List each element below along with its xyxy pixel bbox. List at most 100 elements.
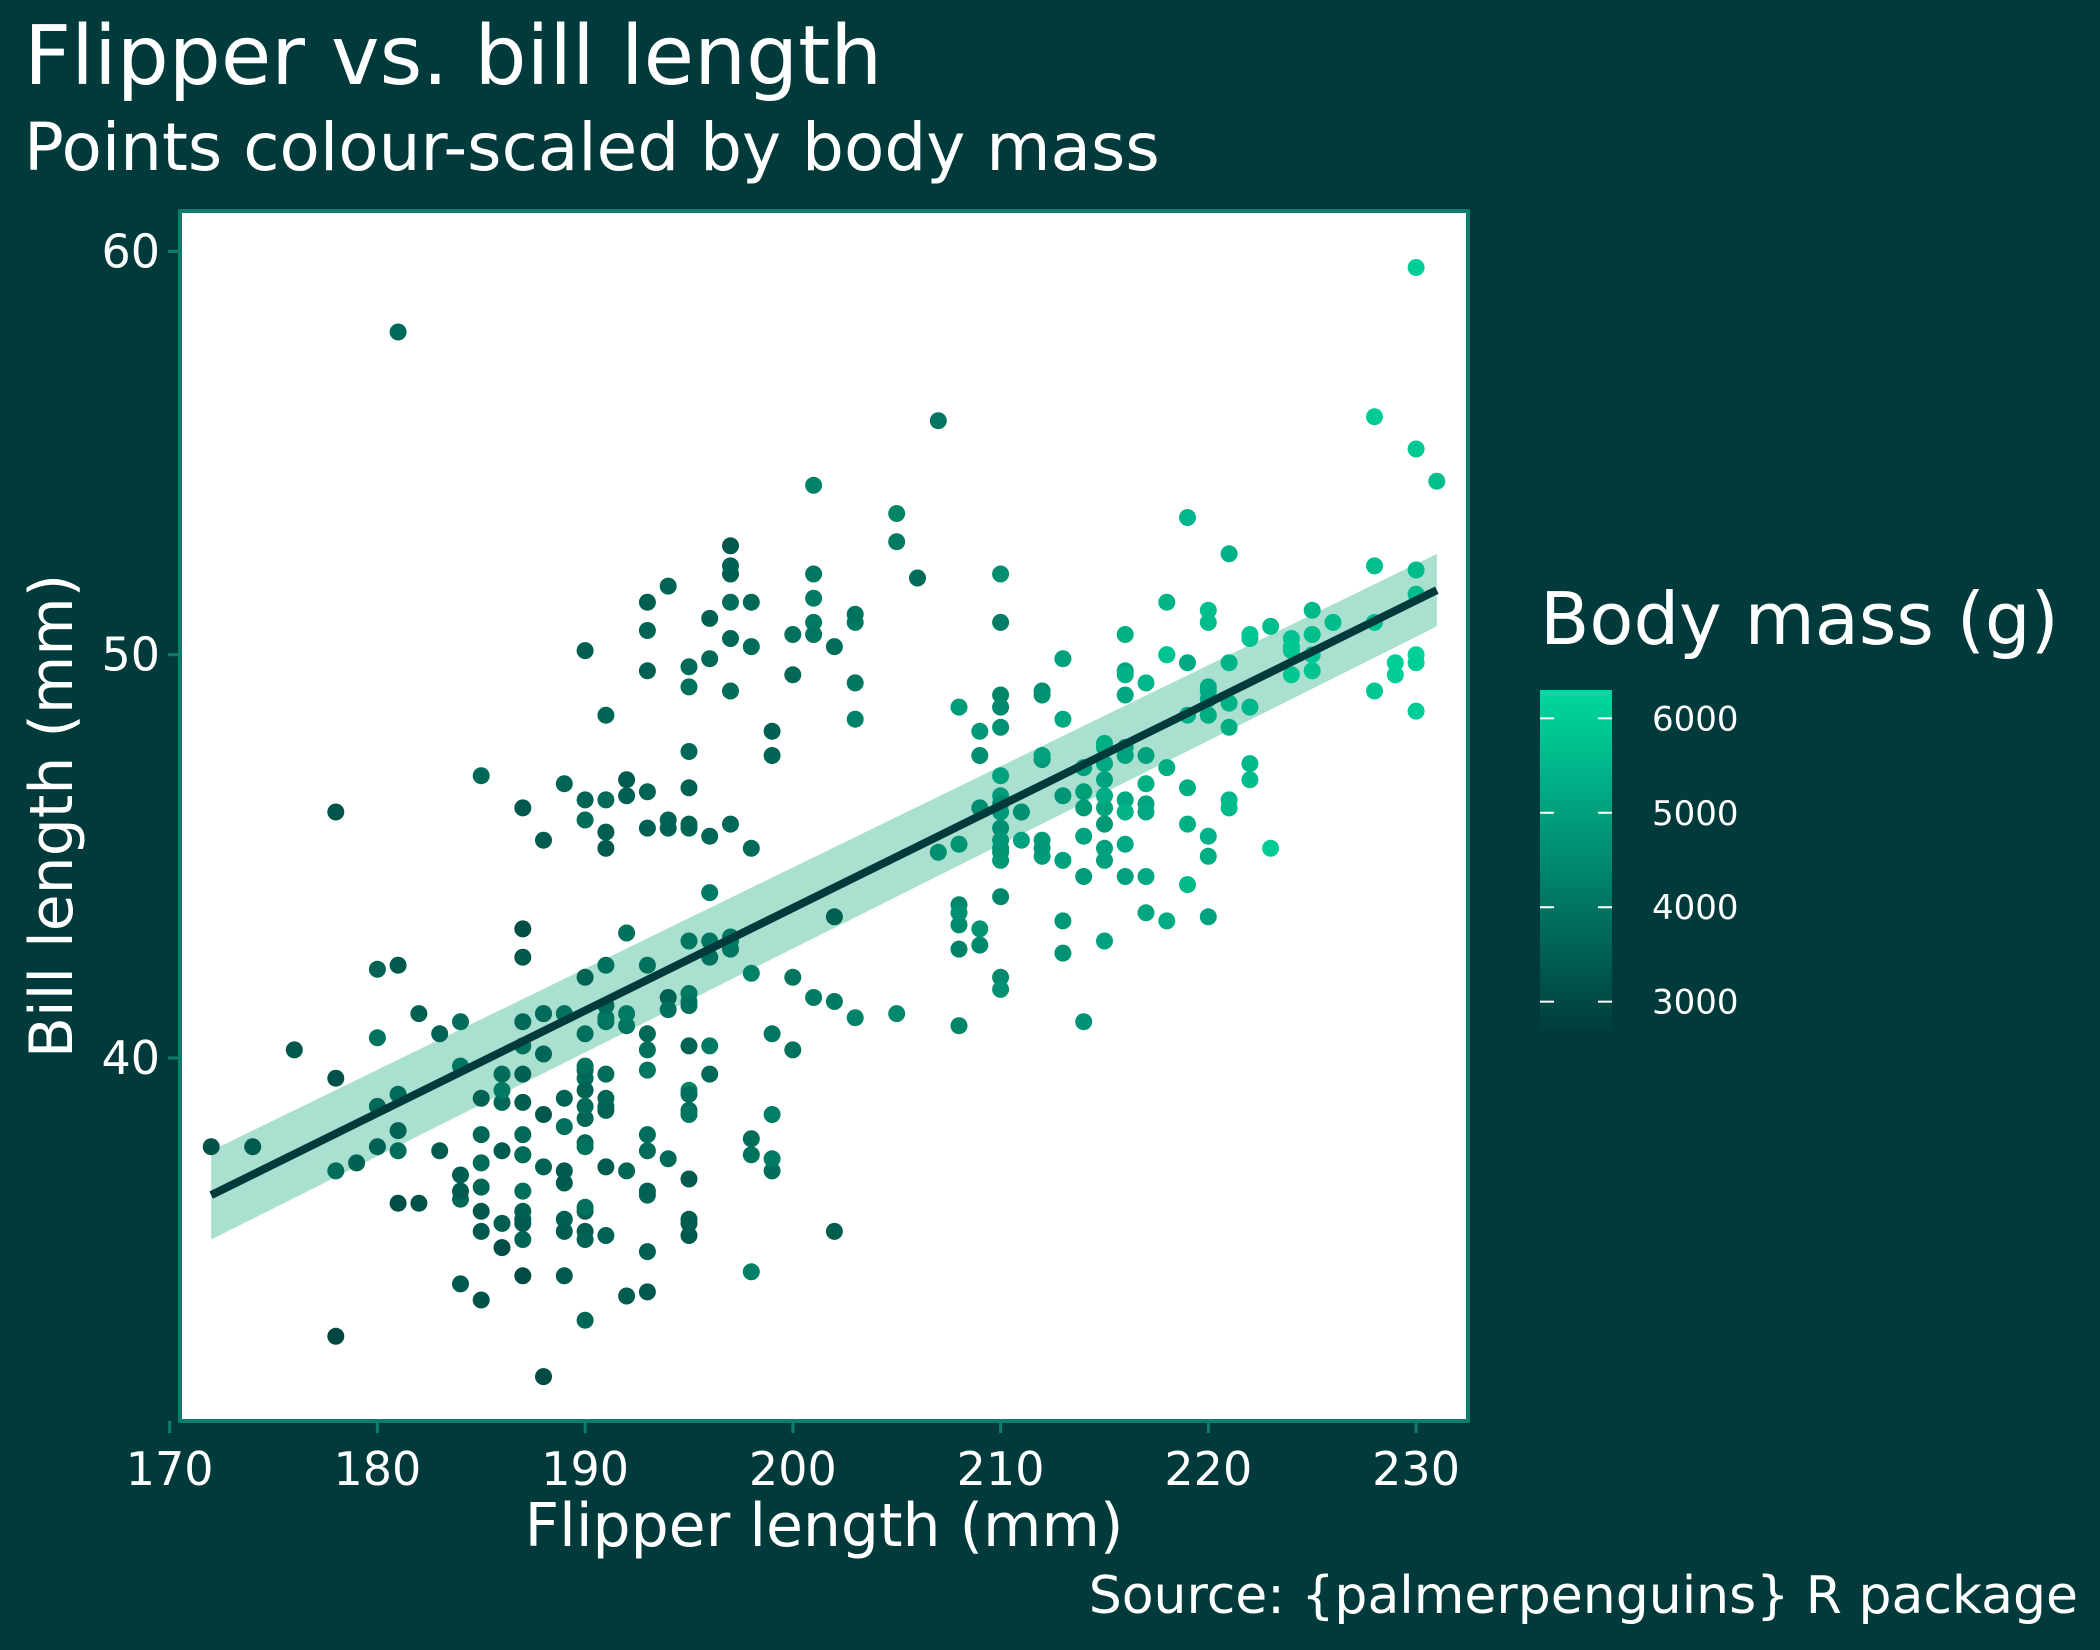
data-point xyxy=(825,908,843,926)
data-point xyxy=(638,662,656,680)
data-point xyxy=(597,1089,615,1107)
data-point xyxy=(950,1017,968,1035)
data-point xyxy=(493,1093,511,1111)
chart-title: Flipper vs. bill length xyxy=(24,9,883,104)
data-point xyxy=(805,626,823,643)
x-tick-label: 180 xyxy=(333,1442,421,1496)
data-point xyxy=(576,642,594,660)
data-point xyxy=(1199,601,1217,619)
data-point xyxy=(1199,613,1217,631)
data-point xyxy=(618,787,636,805)
data-point xyxy=(493,1239,511,1257)
x-tick-label: 210 xyxy=(957,1442,1045,1496)
data-point xyxy=(1116,686,1134,704)
data-point xyxy=(535,1045,552,1063)
data-point xyxy=(1116,803,1134,821)
data-point xyxy=(597,1158,615,1176)
data-point xyxy=(1054,851,1072,869)
data-point xyxy=(1137,747,1155,764)
data-point xyxy=(1407,654,1425,672)
data-point xyxy=(1137,775,1155,793)
data-point xyxy=(514,1182,532,1200)
data-point xyxy=(1054,710,1072,728)
data-point xyxy=(1054,944,1072,962)
data-point xyxy=(555,1210,573,1228)
data-point xyxy=(1199,847,1217,865)
legend-tick-label: 6000 xyxy=(1652,699,1739,739)
data-point xyxy=(992,968,1010,986)
y-axis: 40 50 60 xyxy=(101,224,180,1085)
data-point xyxy=(452,1013,469,1031)
data-point xyxy=(1096,932,1113,950)
data-point xyxy=(950,835,968,853)
data-point xyxy=(618,1287,636,1305)
data-point xyxy=(1054,912,1072,930)
data-point xyxy=(576,1097,594,1115)
y-tick-label: 60 xyxy=(101,224,160,278)
data-point xyxy=(805,613,823,631)
data-point xyxy=(576,1198,594,1216)
data-point xyxy=(618,771,636,789)
data-point xyxy=(514,1065,532,1083)
data-point xyxy=(805,565,823,583)
data-point xyxy=(638,1142,656,1160)
x-tick-label: 170 xyxy=(126,1442,214,1496)
data-point xyxy=(327,1069,345,1087)
data-point xyxy=(638,1126,656,1144)
data-point xyxy=(784,626,802,643)
data-point xyxy=(1116,835,1134,853)
data-point xyxy=(638,1243,656,1261)
legend: Body mass (g) 3000 4000 5000 6000 xyxy=(1540,577,2059,1030)
data-point xyxy=(1158,759,1176,777)
data-point xyxy=(1012,803,1030,821)
data-point xyxy=(368,960,386,978)
data-point xyxy=(1386,666,1404,684)
data-point xyxy=(638,819,656,837)
data-point xyxy=(493,1081,511,1099)
data-point xyxy=(576,791,594,809)
data-point xyxy=(202,1138,220,1156)
data-point xyxy=(535,1368,552,1386)
data-point xyxy=(992,831,1010,849)
data-point xyxy=(1075,799,1093,817)
data-point xyxy=(493,1214,511,1232)
data-point xyxy=(992,767,1010,785)
data-point xyxy=(763,1150,781,1168)
data-point xyxy=(327,1162,345,1180)
data-point xyxy=(368,1138,386,1156)
data-point xyxy=(929,412,947,430)
data-point xyxy=(701,650,719,668)
data-point xyxy=(638,622,656,639)
data-point xyxy=(929,843,947,861)
data-point xyxy=(1179,815,1196,833)
data-point xyxy=(1054,787,1072,805)
data-point xyxy=(992,613,1010,631)
data-point xyxy=(389,1194,407,1212)
data-point xyxy=(742,1146,760,1164)
data-point xyxy=(1179,509,1196,526)
data-point xyxy=(1220,718,1238,736)
trend-line-layer xyxy=(209,586,1439,1199)
data-point xyxy=(452,1275,469,1293)
data-point xyxy=(514,1214,532,1232)
data-point xyxy=(472,1202,490,1220)
data-point xyxy=(555,1174,573,1192)
data-point xyxy=(659,811,677,829)
data-point xyxy=(1033,747,1051,764)
data-point xyxy=(389,1122,407,1140)
x-axis: 170 180 190 200 210 220 230 xyxy=(126,1421,1460,1496)
data-point xyxy=(1179,654,1196,672)
data-point xyxy=(555,1118,573,1136)
data-point xyxy=(472,1222,490,1240)
data-point xyxy=(742,638,760,656)
data-point xyxy=(992,819,1010,837)
data-point xyxy=(659,577,677,595)
data-point xyxy=(472,1154,490,1172)
data-point xyxy=(846,1009,864,1027)
data-point xyxy=(576,1311,594,1329)
data-point xyxy=(825,1222,843,1240)
data-point xyxy=(576,811,594,829)
data-point xyxy=(535,1005,552,1023)
data-point xyxy=(576,1057,594,1075)
